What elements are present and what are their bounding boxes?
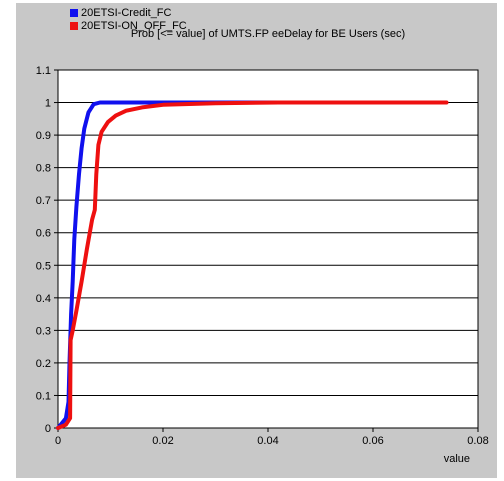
y-tick-label: 0.2 [36,358,51,370]
y-tick-label: 0.3 [36,325,51,337]
x-tick-label: 0.06 [362,435,383,447]
y-tick-label: 0.6 [36,228,51,240]
legend-item-credit: 20ETSI-Credit_FC [70,7,171,20]
y-tick-label: 0.7 [36,195,51,207]
y-tick-label: 0.5 [36,260,51,272]
y-tick-label: 0.4 [36,293,51,305]
legend-label-credit: 20ETSI-Credit_FC [81,7,172,19]
y-tick-label: 1 [45,98,51,110]
y-tick-label: 0.8 [36,163,51,175]
legend-swatch-credit [70,9,78,17]
series-lines [56,100,449,430]
x-tick-label: 0.08 [467,435,488,447]
legend-swatch-onoff [70,22,78,30]
series-line-1 [56,100,449,430]
y-tick-label: 0 [45,423,51,435]
x-axis-label: value [444,453,470,465]
y-tick-label: 0.9 [36,130,51,142]
x-tick-label: 0.02 [152,435,173,447]
legend-item-onoff: 20ETSI-ON_OFF_FC [70,20,187,33]
legend-label-onoff: 20ETSI-ON_OFF_FC [81,20,187,32]
x-tick-label: 0 [55,435,61,447]
y-tick-label: 1.1 [36,65,51,77]
y-tick-label: 0.1 [36,390,51,402]
axis-ticks: 0 0.1 0.2 0.3 0.4 0.5 0.6 0.7 0.8 0.9 1 1.1 0 0.02 0.0… [36,65,489,447]
plot-area [57,69,479,429]
x-tick-label: 0.04 [257,435,278,447]
chart-title: Prob [<= value] of UMTS.FP eeDelay for B… [131,28,405,40]
